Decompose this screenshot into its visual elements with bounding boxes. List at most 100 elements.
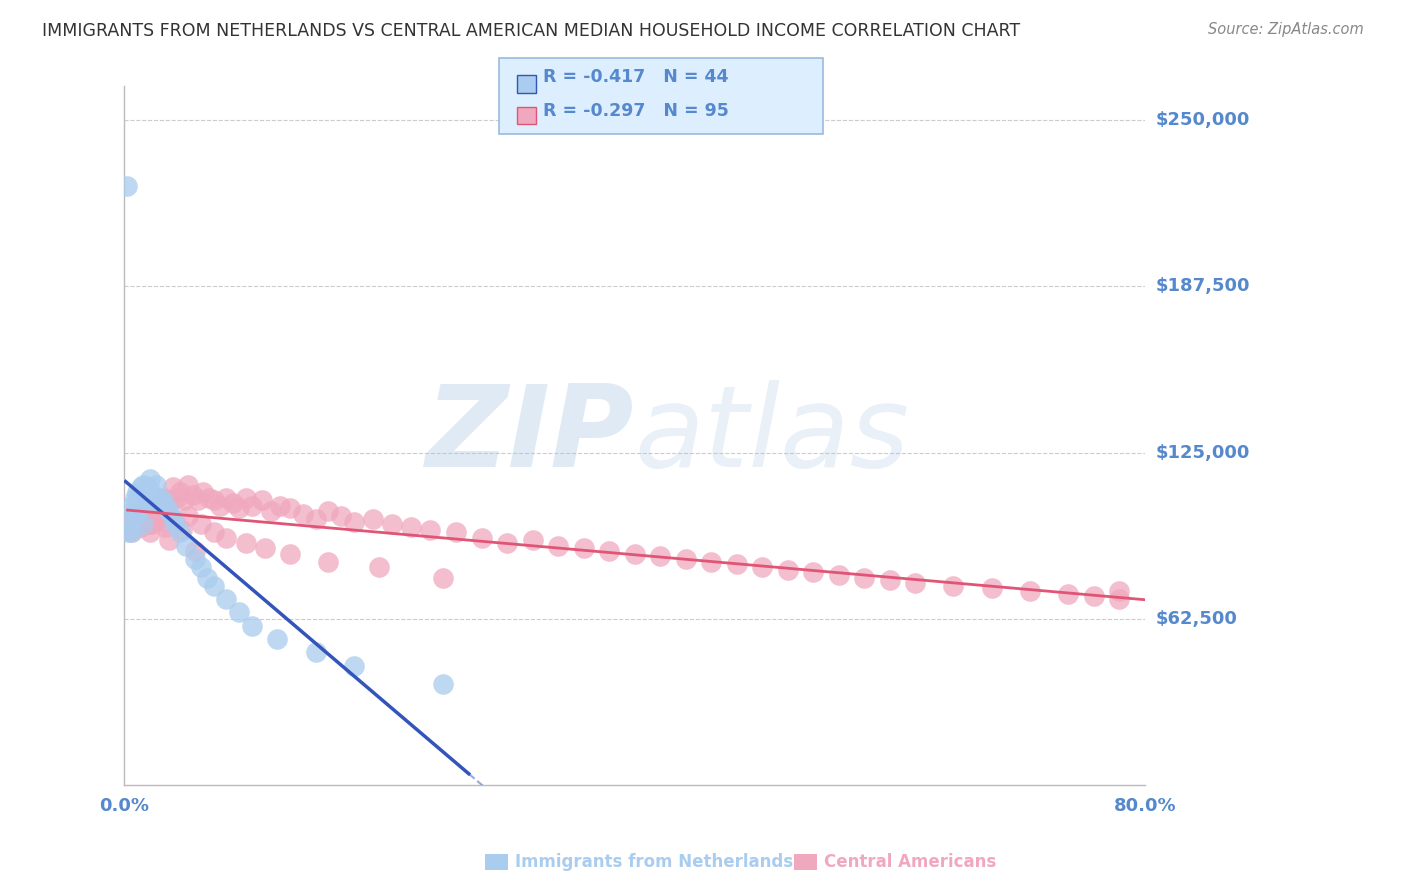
Point bbox=[368, 560, 391, 574]
Point bbox=[132, 517, 155, 532]
Point bbox=[141, 517, 163, 532]
Point bbox=[215, 531, 238, 545]
Point bbox=[169, 485, 191, 500]
Point bbox=[150, 515, 173, 529]
Point bbox=[250, 493, 273, 508]
Point bbox=[127, 485, 149, 500]
Point bbox=[776, 563, 799, 577]
Text: Source: ZipAtlas.com: Source: ZipAtlas.com bbox=[1208, 22, 1364, 37]
Point bbox=[700, 555, 723, 569]
Point bbox=[127, 507, 149, 521]
Point bbox=[127, 507, 149, 521]
Point bbox=[165, 517, 187, 532]
Point bbox=[235, 491, 257, 505]
Point bbox=[157, 504, 180, 518]
Point bbox=[361, 512, 384, 526]
Point bbox=[157, 533, 180, 548]
Text: IMMIGRANTS FROM NETHERLANDS VS CENTRAL AMERICAN MEDIAN HOUSEHOLD INCOME CORRELAT: IMMIGRANTS FROM NETHERLANDS VS CENTRAL A… bbox=[42, 22, 1021, 40]
Point bbox=[132, 504, 155, 518]
Point bbox=[598, 544, 620, 558]
Point bbox=[121, 525, 143, 540]
Point bbox=[202, 525, 225, 540]
Point bbox=[547, 539, 569, 553]
Point bbox=[675, 552, 697, 566]
Text: Immigrants from Netherlands: Immigrants from Netherlands bbox=[515, 853, 793, 871]
Point bbox=[444, 525, 467, 540]
Point bbox=[145, 477, 167, 491]
Point bbox=[155, 501, 177, 516]
Point bbox=[235, 536, 257, 550]
Point bbox=[177, 477, 200, 491]
Point bbox=[879, 574, 901, 588]
Text: atlas: atlas bbox=[634, 380, 910, 491]
Text: Central Americans: Central Americans bbox=[824, 853, 997, 871]
Point bbox=[148, 507, 170, 521]
Point bbox=[522, 533, 544, 548]
Point bbox=[208, 499, 231, 513]
Point bbox=[135, 493, 157, 508]
Point bbox=[127, 493, 149, 508]
Point bbox=[153, 520, 176, 534]
Point bbox=[131, 491, 153, 505]
Point bbox=[253, 541, 276, 556]
Text: ZIP: ZIP bbox=[426, 380, 634, 491]
Point bbox=[228, 501, 250, 516]
Point bbox=[725, 558, 748, 572]
Point bbox=[139, 472, 162, 486]
Point bbox=[141, 491, 163, 505]
Point bbox=[139, 517, 162, 532]
Point bbox=[148, 491, 170, 505]
Point bbox=[193, 485, 215, 500]
Point bbox=[143, 504, 166, 518]
Point bbox=[330, 509, 353, 524]
Point bbox=[149, 512, 172, 526]
Point bbox=[432, 571, 454, 585]
Text: R = -0.417   N = 44: R = -0.417 N = 44 bbox=[543, 68, 728, 87]
Point bbox=[159, 509, 181, 524]
Point bbox=[240, 499, 263, 513]
Point bbox=[228, 605, 250, 619]
Point bbox=[125, 507, 148, 521]
Point bbox=[153, 491, 176, 505]
Point bbox=[1108, 592, 1130, 607]
Point bbox=[165, 515, 187, 529]
Point bbox=[572, 541, 595, 556]
Point bbox=[177, 509, 200, 524]
Point bbox=[121, 499, 143, 513]
Point bbox=[128, 499, 150, 513]
Point bbox=[173, 493, 195, 508]
Point bbox=[623, 547, 645, 561]
Point bbox=[278, 501, 301, 516]
Point bbox=[138, 488, 160, 502]
Point bbox=[170, 523, 193, 537]
Point bbox=[124, 491, 146, 505]
Point bbox=[183, 552, 205, 566]
Point bbox=[145, 499, 167, 513]
Point bbox=[162, 480, 184, 494]
Point bbox=[343, 658, 366, 673]
Point bbox=[381, 517, 404, 532]
Point bbox=[801, 566, 824, 580]
Point bbox=[181, 488, 204, 502]
Point bbox=[222, 496, 245, 510]
Point bbox=[260, 504, 283, 518]
Point bbox=[278, 547, 301, 561]
Point bbox=[401, 520, 423, 534]
Point bbox=[136, 480, 159, 494]
Text: R = -0.297   N = 95: R = -0.297 N = 95 bbox=[543, 102, 728, 120]
Point bbox=[190, 517, 212, 532]
Point bbox=[240, 618, 263, 632]
Point bbox=[174, 539, 197, 553]
Point bbox=[904, 576, 927, 591]
Text: $187,500: $187,500 bbox=[1156, 277, 1250, 295]
Point bbox=[648, 549, 671, 564]
Point bbox=[195, 571, 218, 585]
Text: $125,000: $125,000 bbox=[1156, 443, 1250, 461]
Point bbox=[143, 496, 166, 510]
Point bbox=[318, 555, 340, 569]
Point bbox=[470, 531, 492, 545]
Point bbox=[827, 568, 849, 582]
Point bbox=[419, 523, 441, 537]
Point bbox=[1108, 584, 1130, 599]
Point bbox=[432, 677, 454, 691]
